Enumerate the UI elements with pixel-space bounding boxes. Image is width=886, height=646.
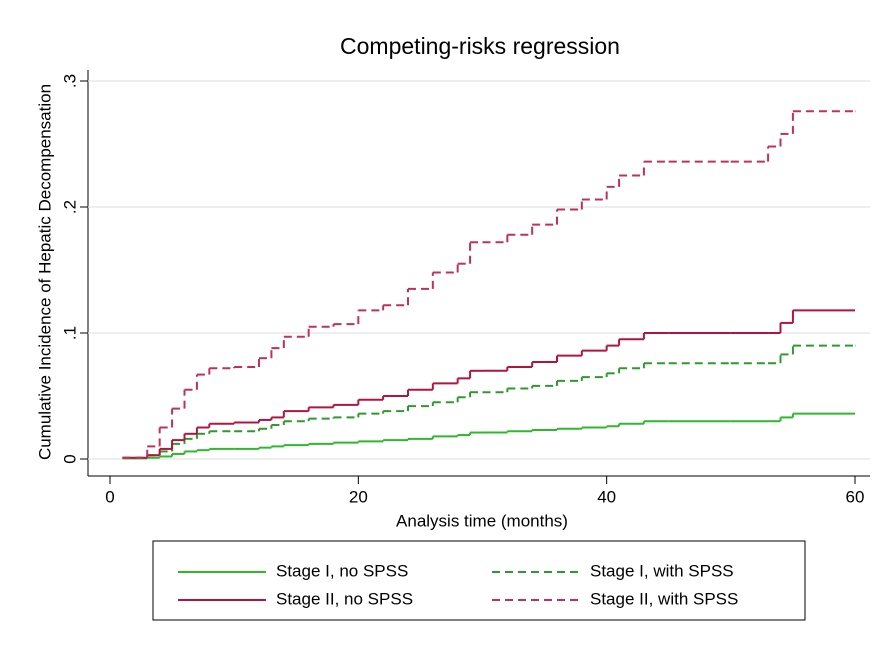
x-tick-label: 20 — [349, 487, 368, 506]
y-tick-label: .2 — [60, 200, 79, 214]
chart-title: Competing-risks regression — [340, 33, 620, 59]
x-tick-label: 40 — [597, 487, 616, 506]
legend-label: Stage I, no SPSS — [276, 561, 408, 580]
y-tick-label: .1 — [60, 326, 79, 340]
legend-box — [152, 540, 806, 621]
legend-label: Stage I, with SPSS — [590, 561, 734, 580]
x-tick-label: 60 — [846, 487, 865, 506]
x-tick-label: 0 — [105, 487, 114, 506]
legend-label: Stage II, no SPSS — [276, 589, 413, 608]
legend-label: Stage II, with SPSS — [590, 589, 738, 608]
y-tick-label: 0 — [60, 454, 79, 463]
y-axis-label: Cumulative Incidence of Hepatic Decompen… — [35, 84, 54, 460]
x-axis-label: Analysis time (months) — [396, 511, 568, 530]
y-tick-label: .3 — [60, 74, 79, 88]
